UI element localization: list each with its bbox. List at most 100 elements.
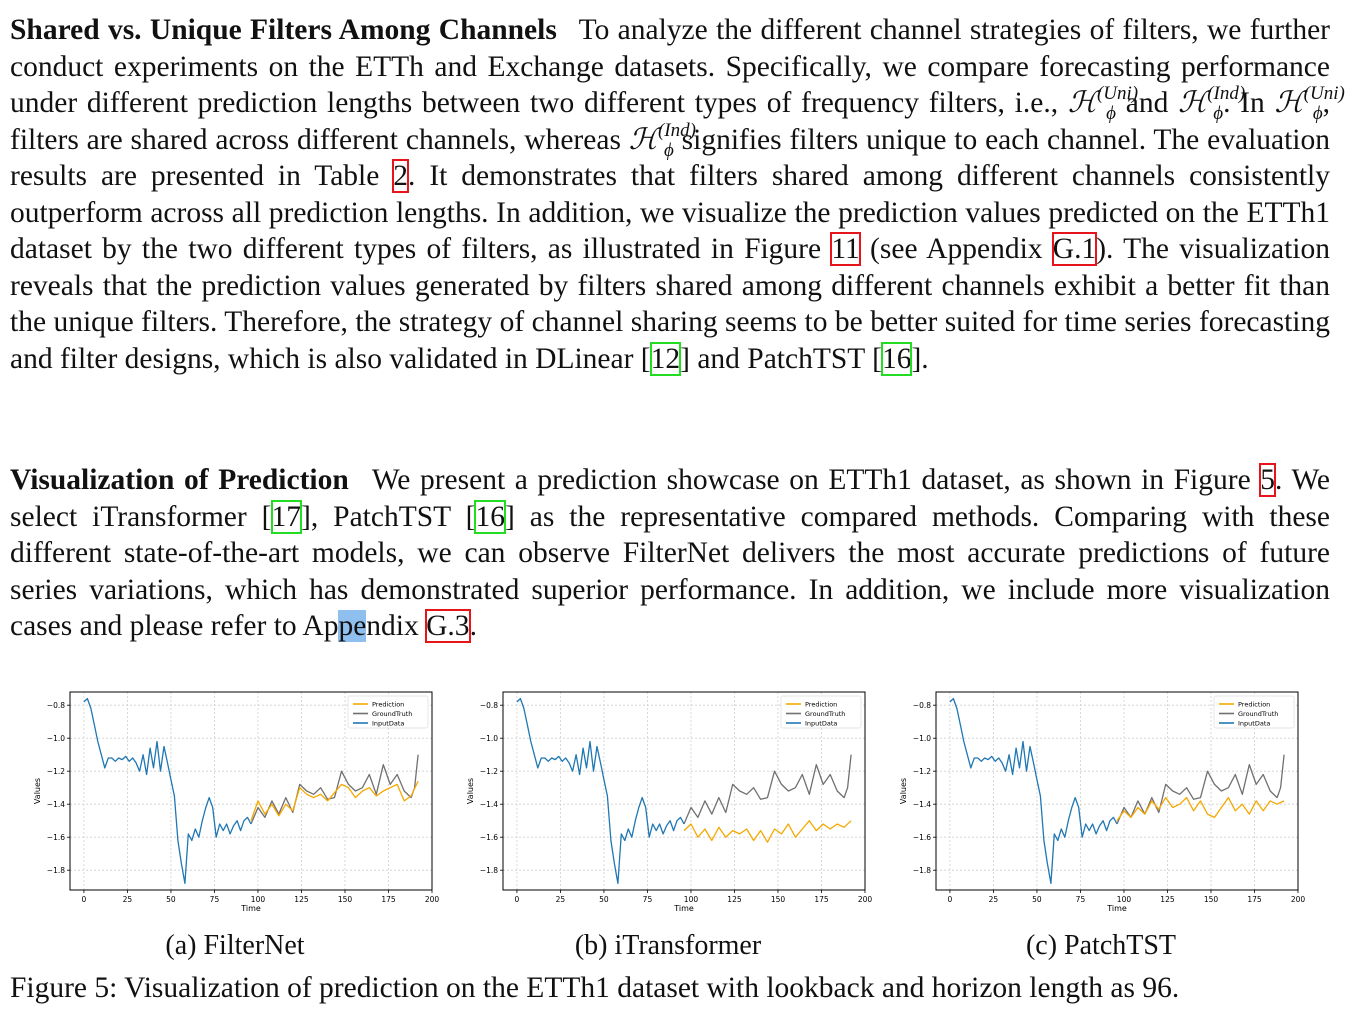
y-tick-label: −0.8 bbox=[480, 701, 498, 710]
x-tick-label: 75 bbox=[210, 895, 220, 904]
x-tick-label: 0 bbox=[515, 895, 520, 904]
subfigure-caption: (b) iTransformer bbox=[574, 930, 762, 961]
x-tick-label: 150 bbox=[338, 895, 353, 904]
line-chart: 0 25 50 75 100 125 150 175 200 −0.8 −1.0 −1.2 −1.4 −1… bbox=[466, 691, 872, 913]
citation-link[interactable]: 17 bbox=[270, 499, 302, 534]
citation-link[interactable]: 16 bbox=[474, 499, 506, 534]
x-axis-label: Time bbox=[673, 904, 694, 913]
legend-label: GroundTruth bbox=[1238, 710, 1278, 718]
legend-label: Prediction bbox=[805, 701, 837, 709]
chart-filternet: 0 25 50 75 100 125 150 175 200 −0.8 −1.0 −1.2 −1.4 −1… bbox=[30, 690, 440, 922]
x-tick-label: 50 bbox=[599, 895, 609, 904]
legend-label: Prediction bbox=[1238, 701, 1270, 709]
x-tick-label: 25 bbox=[989, 895, 999, 904]
appendix-ref-link[interactable]: G.1 bbox=[1051, 232, 1098, 266]
math-h-ind: ℋ(Ind)ϕ bbox=[1178, 83, 1246, 124]
y-tick-label: −1.8 bbox=[47, 866, 65, 875]
subfigure-caption: (c) PatchTST bbox=[1025, 930, 1177, 961]
y-tick-label: −0.8 bbox=[913, 701, 931, 710]
table-ref-link[interactable]: 2 bbox=[392, 159, 410, 193]
x-tick-label: 150 bbox=[1204, 895, 1219, 904]
math-h-uni-2: ℋ(Uni)ϕ bbox=[1274, 83, 1345, 124]
plot-frame bbox=[935, 691, 1299, 891]
paragraph-shared-unique-filters: Shared vs. Unique Filters Among Channels… bbox=[10, 14, 1345, 376]
y-tick-label: −1.6 bbox=[480, 833, 498, 842]
series-inputdata bbox=[949, 697, 1118, 885]
x-tick-label: 200 bbox=[425, 895, 440, 904]
appendix-ref-link[interactable]: G.3 bbox=[425, 609, 471, 643]
series-inputdata bbox=[83, 697, 252, 885]
x-axis-label: Time bbox=[240, 904, 261, 913]
paragraph-heading: Visualization of Prediction bbox=[10, 464, 349, 496]
y-tick-label: −1.4 bbox=[913, 800, 931, 809]
figure-ref-link[interactable]: 11 bbox=[830, 232, 861, 266]
x-tick-label: 50 bbox=[166, 895, 176, 904]
plot-frame bbox=[69, 691, 433, 891]
x-axis-label: Time bbox=[1106, 904, 1127, 913]
x-tick-label: 100 bbox=[251, 895, 266, 904]
y-tick-label: −1.2 bbox=[47, 767, 65, 776]
x-tick-label: 200 bbox=[1291, 895, 1306, 904]
series-groundtruth bbox=[1116, 754, 1285, 825]
series-prediction bbox=[250, 780, 419, 821]
y-tick-label: −1.4 bbox=[47, 800, 65, 809]
y-tick-label: −1.8 bbox=[913, 866, 931, 875]
x-tick-label: 0 bbox=[948, 895, 953, 904]
series-prediction bbox=[1116, 796, 1285, 822]
x-tick-label: 0 bbox=[82, 895, 87, 904]
x-tick-label: 175 bbox=[814, 895, 829, 904]
y-tick-label: −1.6 bbox=[47, 833, 65, 842]
x-tick-label: 125 bbox=[727, 895, 742, 904]
citation-link[interactable]: 12 bbox=[649, 341, 682, 376]
y-tick-label: −0.8 bbox=[47, 701, 65, 710]
x-tick-label: 125 bbox=[294, 895, 309, 904]
text-selection[interactable]: pe bbox=[338, 610, 367, 642]
paragraph-visualization: Visualization of Prediction We present a… bbox=[10, 463, 1331, 643]
math-h-ind-2: ℋ(Ind)ϕ bbox=[628, 119, 696, 161]
y-tick-label: −1.0 bbox=[480, 734, 498, 743]
legend-label: InputData bbox=[805, 720, 837, 728]
paragraph-heading: Shared vs. Unique Filters Among Channels bbox=[10, 14, 557, 46]
x-tick-label: 75 bbox=[643, 895, 653, 904]
figure-caption: Figure 5: Visualization of prediction on… bbox=[10, 972, 1180, 1004]
x-tick-label: 50 bbox=[1032, 895, 1042, 904]
y-tick-label: −1.6 bbox=[913, 833, 931, 842]
chart-patchtst: 0 25 50 75 100 125 150 175 200 −0.8 −1.0 −1.2 −1.4 −1… bbox=[896, 690, 1306, 922]
y-axis-label: Values bbox=[33, 778, 42, 804]
line-chart: 0 25 50 75 100 125 150 175 200 −0.8 −1.0 −1.2 −1.4 −1… bbox=[33, 691, 440, 913]
math-h-uni: ℋ(Uni)ϕ bbox=[1067, 83, 1139, 124]
series-prediction bbox=[683, 820, 852, 843]
figure-ref-link[interactable]: 5 bbox=[1259, 463, 1276, 497]
x-tick-label: 175 bbox=[381, 895, 396, 904]
legend-label: InputData bbox=[1238, 720, 1270, 728]
x-tick-label: 125 bbox=[1160, 895, 1175, 904]
y-tick-label: −1.8 bbox=[480, 866, 498, 875]
x-tick-label: 75 bbox=[1076, 895, 1086, 904]
series-groundtruth bbox=[250, 754, 419, 825]
legend-label: GroundTruth bbox=[372, 710, 412, 718]
x-tick-label: 100 bbox=[1117, 895, 1132, 904]
citation-link[interactable]: 16 bbox=[880, 341, 913, 376]
x-tick-label: 100 bbox=[684, 895, 699, 904]
series-inputdata bbox=[516, 697, 685, 885]
legend-label: GroundTruth bbox=[805, 710, 845, 718]
y-tick-label: −1.4 bbox=[480, 800, 498, 809]
y-tick-label: −1.0 bbox=[47, 734, 65, 743]
x-tick-label: 25 bbox=[123, 895, 133, 904]
plot-frame bbox=[502, 691, 866, 891]
legend-label: InputData bbox=[372, 720, 404, 728]
y-tick-label: −1.2 bbox=[480, 767, 498, 776]
y-axis-label: Values bbox=[899, 778, 908, 804]
y-tick-label: −1.2 bbox=[913, 767, 931, 776]
x-tick-label: 175 bbox=[1247, 895, 1262, 904]
series-groundtruth bbox=[683, 754, 852, 825]
x-tick-label: 25 bbox=[556, 895, 566, 904]
legend-label: Prediction bbox=[372, 701, 404, 709]
y-tick-label: −1.0 bbox=[913, 734, 931, 743]
chart-itransformer: 0 25 50 75 100 125 150 175 200 −0.8 −1.0 −1.2 −1.4 −1… bbox=[463, 690, 873, 922]
line-chart: 0 25 50 75 100 125 150 175 200 −0.8 −1.0 −1.2 −1.4 −1… bbox=[899, 691, 1306, 913]
subfigure-caption: (a) FilterNet bbox=[165, 930, 305, 961]
